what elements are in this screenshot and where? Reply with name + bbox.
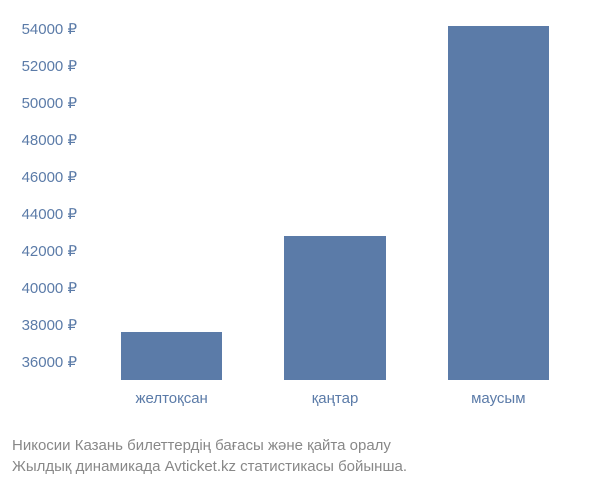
y-tick-label: 50000 ₽	[22, 94, 77, 112]
y-tick-label: 52000 ₽	[22, 57, 77, 75]
bar	[448, 26, 549, 380]
bar	[121, 332, 222, 380]
x-tick-label: қаңтар	[312, 390, 359, 407]
y-tick-label: 46000 ₽	[22, 168, 77, 186]
y-tick-label: 38000 ₽	[22, 316, 77, 334]
bar-chart-plot	[90, 20, 580, 380]
y-tick-label: 54000 ₽	[22, 20, 77, 38]
chart-caption: Никосии Казань билеттердің бағасы және қ…	[12, 435, 600, 477]
bar	[284, 236, 385, 380]
y-tick-label: 40000 ₽	[22, 279, 77, 297]
y-tick-label: 36000 ₽	[22, 353, 77, 371]
caption-line-1: Никосии Казань билеттердің бағасы және қ…	[12, 435, 600, 456]
y-tick-label: 48000 ₽	[22, 131, 77, 149]
x-tick-label: маусым	[471, 390, 525, 407]
x-tick-label: желтоқсан	[135, 390, 207, 407]
y-tick-label: 44000 ₽	[22, 205, 77, 223]
plot-area	[90, 20, 580, 380]
y-tick-label: 42000 ₽	[22, 242, 77, 260]
caption-line-2: Жылдық динамикада Avticket.kz статистика…	[12, 456, 600, 477]
x-axis: желтоқсан қаңтар маусым	[90, 390, 580, 420]
y-axis: 36000 ₽ 38000 ₽ 40000 ₽ 42000 ₽ 44000 ₽ 46000…	[0, 20, 85, 380]
